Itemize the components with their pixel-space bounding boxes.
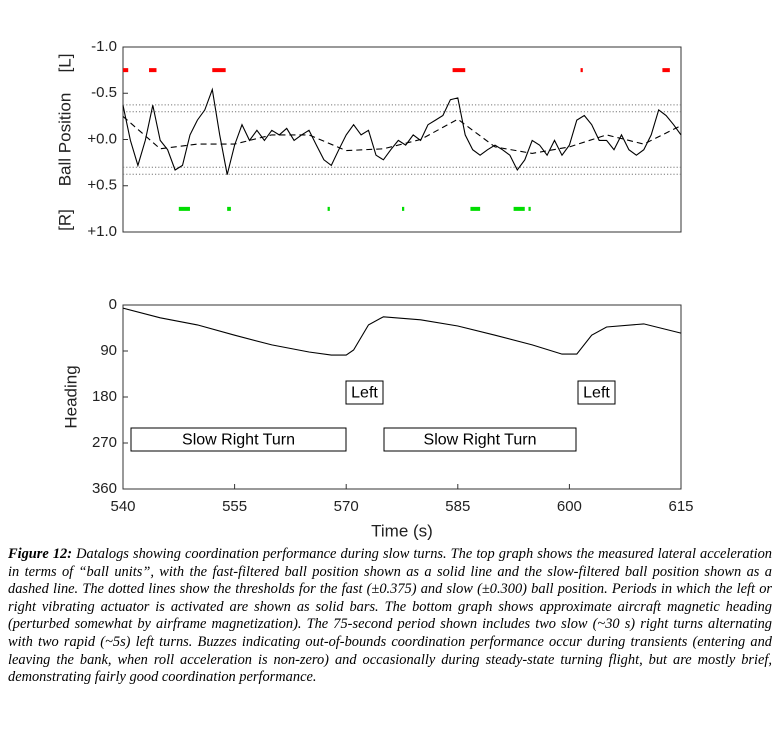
actuator-bar	[212, 68, 226, 73]
actuator-bar	[528, 206, 531, 211]
y-tick-label: -1.0	[91, 38, 117, 55]
y-axis-label-top: [L]	[55, 54, 74, 73]
figure: -1.0 -0.5 +0.0 +0.5 +1.0 Ball Position [L] [R] 0…	[55, 38, 693, 541]
actuator-bar	[327, 206, 330, 211]
x-tick-label: 540	[110, 498, 135, 515]
caption-text: Datalogs showing coordination performanc…	[8, 546, 772, 686]
y-axis-label-bottom: [R]	[55, 209, 74, 231]
y-tick-label: 270	[92, 434, 117, 451]
y-tick-label: 0	[109, 296, 117, 313]
y-axis-label: Ball Position	[55, 93, 74, 187]
annotation-box	[345, 380, 384, 405]
actuator-bar	[580, 68, 583, 73]
actuator-bar	[123, 68, 129, 73]
y-tick-label: +0.0	[87, 130, 117, 147]
y-axis-label: Heading	[61, 365, 80, 428]
x-axis-label: Time (s)	[371, 521, 433, 540]
y-tick-label: +0.5	[87, 177, 117, 194]
annotation: Left	[583, 385, 610, 402]
x-tick-label: 600	[557, 498, 582, 515]
annotation-box	[383, 427, 577, 452]
x-tick-label: 555	[222, 498, 247, 515]
actuator-bar	[470, 206, 481, 211]
actuator-bar	[402, 206, 405, 211]
y-tick-label: -0.5	[91, 84, 117, 101]
y-tick-label: 360	[92, 480, 117, 497]
annotation-box	[130, 427, 347, 452]
y-tick-label: +1.0	[87, 223, 117, 240]
data-line	[122, 307, 682, 356]
actuator-bar	[178, 206, 190, 211]
slow-filter-line	[122, 115, 682, 154]
annotation-box	[577, 380, 616, 405]
caption: Figure 12: Datalogs showing coordination…	[8, 546, 772, 687]
x-tick-label: 615	[668, 498, 693, 515]
x-tick-label: 585	[445, 498, 470, 515]
y-tick-label: 90	[100, 342, 117, 359]
actuator-bar	[662, 68, 670, 73]
data-line	[122, 87, 682, 175]
caption-label: Figure 12:	[8, 546, 73, 562]
x-tick-label: 570	[334, 498, 359, 515]
actuator-bar	[452, 68, 466, 73]
annotation: Left	[351, 385, 378, 402]
y-tick-label: 180	[92, 388, 117, 405]
plot-frame	[122, 46, 682, 233]
actuator-bar	[227, 206, 231, 211]
actuator-bar	[513, 206, 525, 211]
annotation: Slow Right Turn	[182, 432, 295, 449]
annotation: Slow Right Turn	[424, 432, 537, 449]
actuator-bar	[149, 68, 157, 73]
